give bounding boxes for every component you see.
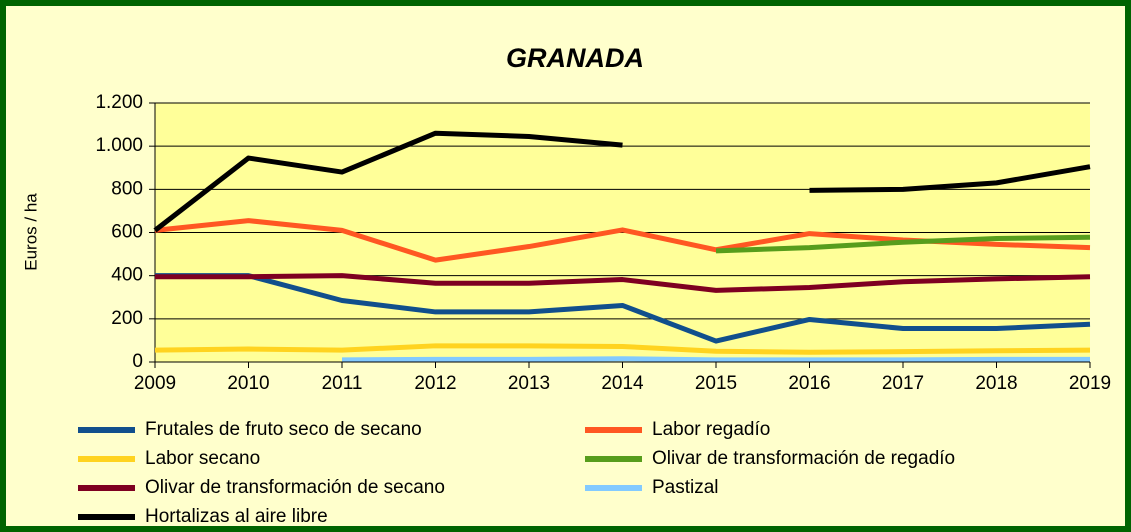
x-tick-label: 2009 <box>134 373 176 394</box>
legend-label: Pastizal <box>652 477 719 498</box>
series-line <box>154 343 1091 355</box>
x-tick-label: 2019 <box>1069 373 1111 394</box>
series-line <box>341 356 1090 363</box>
y-tick-label: 400 <box>111 265 143 286</box>
y-tick-label: 800 <box>111 178 143 199</box>
x-tick-label: 2014 <box>601 373 644 394</box>
legend-label: Labor regadío <box>652 419 770 440</box>
y-tick-label: 0 <box>132 351 143 372</box>
legend-label: Olivar de transformación de secano <box>145 477 445 498</box>
y-tick-label: 1.000 <box>95 135 143 156</box>
x-tick-label: 2016 <box>788 373 830 394</box>
chart-title: GRANADA <box>506 43 644 73</box>
series-line <box>155 273 1091 344</box>
x-tick-label: 2012 <box>414 373 456 394</box>
y-tick-label: 600 <box>111 222 143 243</box>
legend-label: Frutales de fruto seco de secano <box>145 419 422 440</box>
series-line <box>155 273 1091 293</box>
series-line <box>715 234 1091 254</box>
legend-label: Labor secano <box>145 448 260 469</box>
x-tick-label: 2013 <box>508 373 550 394</box>
series-line <box>809 164 1091 193</box>
y-axis-label: Euros / ha <box>21 193 40 271</box>
y-tick-label: 200 <box>111 308 143 329</box>
legend-label: Olivar de transformación de regadío <box>652 448 955 469</box>
x-tick-label: 2015 <box>695 373 737 394</box>
series-line <box>153 130 623 233</box>
legend-label: Hortalizas al aire libre <box>145 506 328 527</box>
x-tick-label: 2017 <box>882 373 924 394</box>
y-tick-label: 1.200 <box>95 92 143 113</box>
x-tick-label: 2011 <box>322 373 363 394</box>
x-tick-label: 2018 <box>975 373 1017 394</box>
x-tick-label: 2010 <box>227 373 269 394</box>
